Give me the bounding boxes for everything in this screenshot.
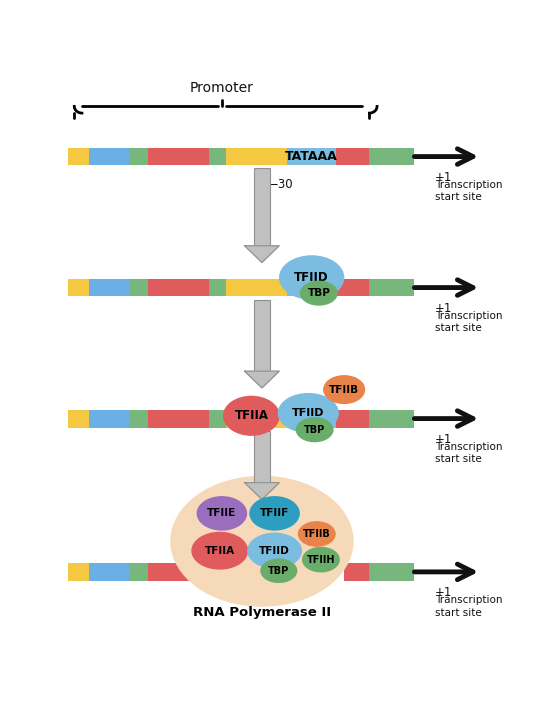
- Bar: [287, 279, 336, 297]
- Bar: [226, 279, 287, 297]
- Bar: [369, 279, 413, 297]
- Text: TFIID: TFIID: [294, 271, 329, 284]
- Bar: [148, 563, 209, 581]
- Bar: [287, 410, 336, 427]
- Ellipse shape: [323, 375, 365, 404]
- Ellipse shape: [223, 396, 280, 436]
- Text: Transcription
start site: Transcription start site: [435, 311, 502, 333]
- Bar: [68, 279, 89, 297]
- Text: TBP: TBP: [268, 565, 289, 576]
- Bar: [369, 410, 413, 427]
- Text: TFIIF: TFIIF: [260, 508, 289, 518]
- Bar: [226, 410, 287, 427]
- Text: +1: +1: [435, 170, 452, 183]
- Text: RNA Polymerase II: RNA Polymerase II: [193, 607, 331, 620]
- Text: TFIIE: TFIIE: [207, 508, 237, 518]
- Text: TATAAA: TATAAA: [285, 150, 338, 163]
- Bar: [129, 279, 148, 297]
- Bar: [89, 148, 129, 166]
- Text: TFIID: TFIID: [292, 408, 325, 418]
- Bar: [209, 410, 226, 427]
- Bar: [89, 279, 129, 297]
- Bar: [369, 148, 413, 166]
- Text: Transcription
start site: Transcription start site: [435, 442, 502, 464]
- Text: Transcription
start site: Transcription start site: [435, 595, 502, 618]
- Bar: [336, 410, 369, 427]
- Text: TFIIA: TFIIA: [234, 409, 268, 422]
- Bar: [89, 410, 129, 427]
- Text: +1: +1: [435, 586, 452, 599]
- Polygon shape: [245, 245, 279, 263]
- Ellipse shape: [302, 547, 340, 573]
- Ellipse shape: [278, 393, 339, 433]
- Text: Transcription
start site: Transcription start site: [435, 180, 502, 203]
- Text: +1: +1: [435, 432, 452, 445]
- Bar: [209, 148, 226, 166]
- Bar: [148, 148, 209, 166]
- Text: TFIIH: TFIIH: [307, 555, 335, 565]
- Ellipse shape: [249, 496, 300, 531]
- Bar: [226, 148, 287, 166]
- Text: +1: +1: [435, 301, 452, 314]
- Bar: [336, 279, 369, 297]
- Bar: [129, 410, 148, 427]
- Bar: [336, 148, 369, 166]
- Bar: [89, 563, 129, 581]
- Bar: [254, 168, 270, 245]
- Polygon shape: [245, 371, 279, 388]
- Polygon shape: [245, 483, 279, 500]
- Bar: [148, 410, 209, 427]
- Bar: [68, 148, 89, 166]
- Bar: [344, 563, 369, 581]
- Ellipse shape: [170, 476, 354, 607]
- Bar: [129, 563, 148, 581]
- Bar: [68, 410, 89, 427]
- Bar: [254, 431, 270, 483]
- Text: TBP: TBP: [307, 288, 330, 298]
- Bar: [287, 148, 336, 166]
- Ellipse shape: [247, 533, 302, 569]
- Text: −30: −30: [268, 178, 293, 190]
- Text: TFIID: TFIID: [259, 546, 290, 556]
- Text: Promoter: Promoter: [190, 81, 254, 96]
- Text: TFIIA: TFIIA: [205, 546, 235, 556]
- Ellipse shape: [298, 521, 336, 547]
- Text: TBP: TBP: [304, 425, 325, 434]
- Bar: [209, 279, 226, 297]
- Bar: [369, 563, 413, 581]
- Text: TFIIB: TFIIB: [303, 529, 331, 539]
- Ellipse shape: [191, 531, 248, 570]
- Ellipse shape: [260, 558, 298, 583]
- Ellipse shape: [279, 256, 344, 300]
- Bar: [129, 148, 148, 166]
- Text: TFIIB: TFIIB: [329, 384, 359, 395]
- Bar: [148, 279, 209, 297]
- Ellipse shape: [300, 281, 338, 306]
- Bar: [254, 300, 270, 371]
- Ellipse shape: [296, 417, 333, 442]
- Ellipse shape: [196, 496, 247, 531]
- Bar: [68, 563, 89, 581]
